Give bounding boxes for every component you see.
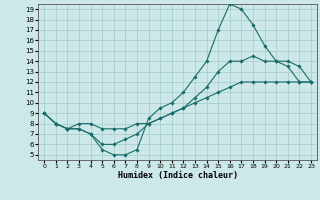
- X-axis label: Humidex (Indice chaleur): Humidex (Indice chaleur): [118, 171, 238, 180]
